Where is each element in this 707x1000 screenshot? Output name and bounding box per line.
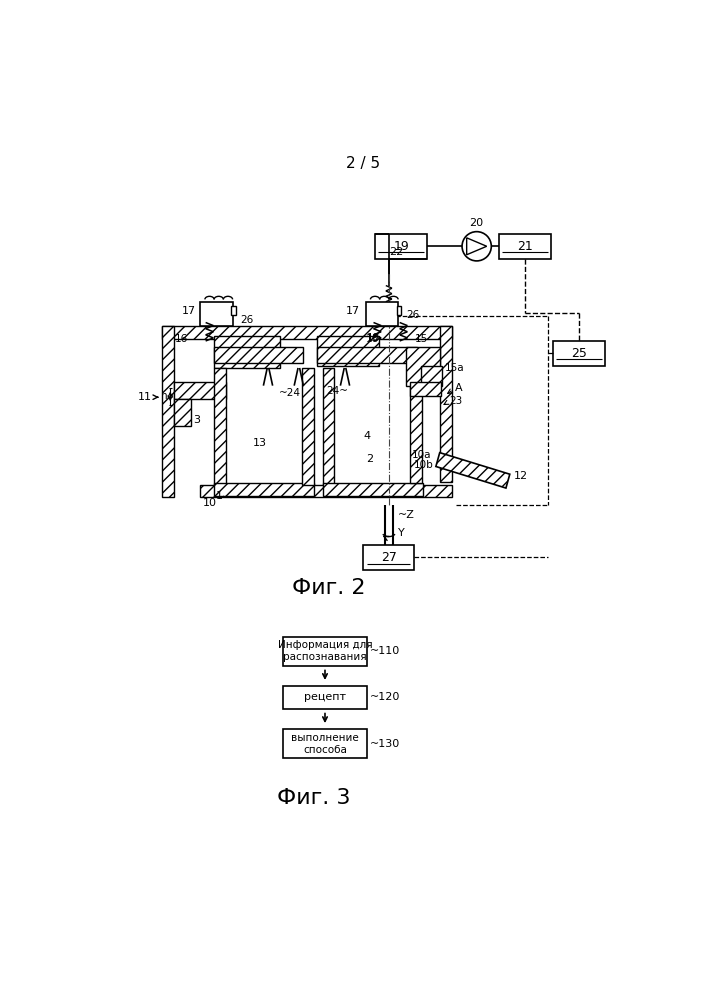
Bar (231, 306, 235, 315)
Text: 22: 22 (389, 247, 403, 257)
Bar (397, 306, 402, 315)
Text: 1: 1 (216, 491, 223, 501)
Text: 20: 20 (469, 218, 484, 228)
Text: 3: 3 (193, 415, 200, 425)
Text: Информация для: Информация для (278, 640, 373, 650)
Text: рецепт: рецепт (304, 692, 346, 702)
Text: 4: 4 (364, 431, 371, 441)
Text: 26: 26 (240, 315, 254, 325)
Text: ~130: ~130 (370, 739, 400, 749)
Polygon shape (436, 453, 510, 488)
Text: 25: 25 (571, 347, 587, 360)
Text: 11: 11 (138, 392, 152, 402)
Bar (421, 366, 442, 386)
Bar (214, 368, 226, 486)
Text: 16: 16 (175, 334, 188, 344)
Text: 10b: 10b (414, 460, 433, 470)
Bar (200, 485, 452, 497)
Bar (214, 347, 303, 363)
Bar (363, 545, 414, 570)
Text: 10a: 10a (412, 450, 431, 460)
Text: A: A (455, 383, 463, 393)
Text: распознавания: распознавания (284, 652, 367, 662)
Text: ~Z: ~Z (398, 510, 415, 520)
Bar (317, 347, 417, 363)
Text: 10: 10 (203, 498, 217, 508)
Bar (200, 302, 233, 326)
Bar (302, 368, 314, 485)
Bar (174, 399, 191, 426)
Text: способа: способа (303, 745, 347, 755)
Bar (214, 483, 314, 496)
Bar (283, 686, 368, 709)
Bar (214, 336, 279, 368)
Bar (322, 368, 334, 485)
Text: 12: 12 (514, 471, 527, 481)
Bar (440, 326, 452, 482)
Text: h: h (160, 391, 168, 401)
Text: ~110: ~110 (370, 646, 400, 656)
Text: 18: 18 (366, 333, 380, 343)
Text: ~120: ~120 (370, 692, 400, 702)
Text: 27: 27 (381, 551, 397, 564)
Bar (406, 347, 440, 386)
Text: 13: 13 (252, 438, 267, 448)
Bar (162, 326, 174, 497)
Text: 15a: 15a (444, 363, 464, 373)
Text: 15: 15 (415, 334, 428, 344)
Bar (411, 382, 441, 396)
Text: 17: 17 (346, 306, 360, 316)
Bar (283, 729, 368, 758)
Bar (162, 326, 452, 339)
Bar (553, 341, 605, 366)
Text: 17: 17 (182, 306, 196, 316)
Text: 21: 21 (518, 240, 533, 253)
Text: выполнение: выполнение (291, 733, 359, 743)
Circle shape (462, 232, 491, 261)
Text: Фиг. 2: Фиг. 2 (292, 578, 366, 598)
Text: 2 / 5: 2 / 5 (346, 156, 380, 171)
Text: 24~: 24~ (326, 386, 348, 396)
Text: Фиг. 3: Фиг. 3 (276, 788, 350, 808)
Text: 16: 16 (366, 334, 379, 344)
Text: 2: 2 (366, 454, 373, 464)
Text: 23: 23 (449, 396, 462, 406)
Text: 19: 19 (393, 240, 409, 253)
Bar (366, 302, 398, 326)
Bar (411, 386, 422, 483)
Bar (322, 483, 423, 496)
Bar (317, 336, 379, 366)
Bar (499, 234, 551, 259)
Bar (174, 382, 226, 399)
Text: Y: Y (398, 528, 405, 538)
Bar (283, 637, 368, 666)
Text: ~24: ~24 (279, 388, 300, 398)
Bar (375, 234, 428, 259)
Text: 26: 26 (406, 310, 419, 320)
